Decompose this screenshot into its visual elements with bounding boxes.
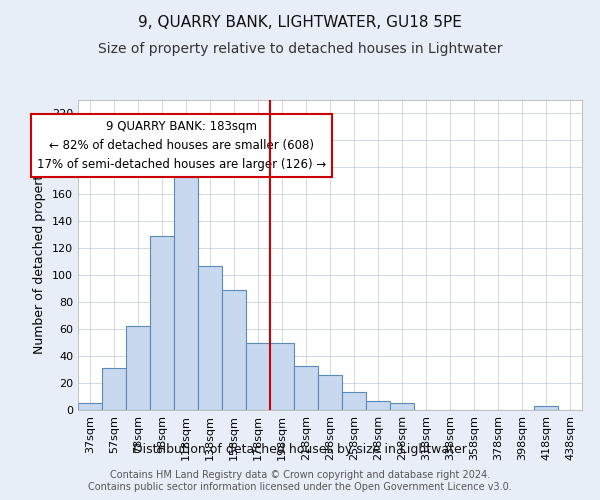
Y-axis label: Number of detached properties: Number of detached properties (34, 156, 46, 354)
Bar (366, 400, 390, 410)
Text: Distribution of detached houses by size in Lightwater: Distribution of detached houses by size … (133, 442, 467, 456)
Bar (270, 342, 294, 410)
Bar (294, 366, 318, 410)
Bar (222, 290, 246, 410)
Bar (150, 236, 174, 410)
Bar (102, 368, 126, 410)
Text: 9, QUARRY BANK, LIGHTWATER, GU18 5PE: 9, QUARRY BANK, LIGHTWATER, GU18 5PE (138, 15, 462, 30)
Bar (126, 326, 150, 410)
Text: 9 QUARRY BANK: 183sqm
← 82% of detached houses are smaller (608)
17% of semi-det: 9 QUARRY BANK: 183sqm ← 82% of detached … (37, 120, 326, 171)
Bar (246, 342, 270, 410)
Bar (534, 406, 558, 410)
Bar (318, 375, 342, 410)
Text: Contains HM Land Registry data © Crown copyright and database right 2024.: Contains HM Land Registry data © Crown c… (110, 470, 490, 480)
Text: Contains public sector information licensed under the Open Government Licence v3: Contains public sector information licen… (88, 482, 512, 492)
Bar (390, 404, 414, 410)
Bar (342, 392, 366, 410)
Text: Size of property relative to detached houses in Lightwater: Size of property relative to detached ho… (98, 42, 502, 56)
Bar (198, 266, 222, 410)
Bar (174, 164, 198, 410)
Bar (78, 404, 102, 410)
